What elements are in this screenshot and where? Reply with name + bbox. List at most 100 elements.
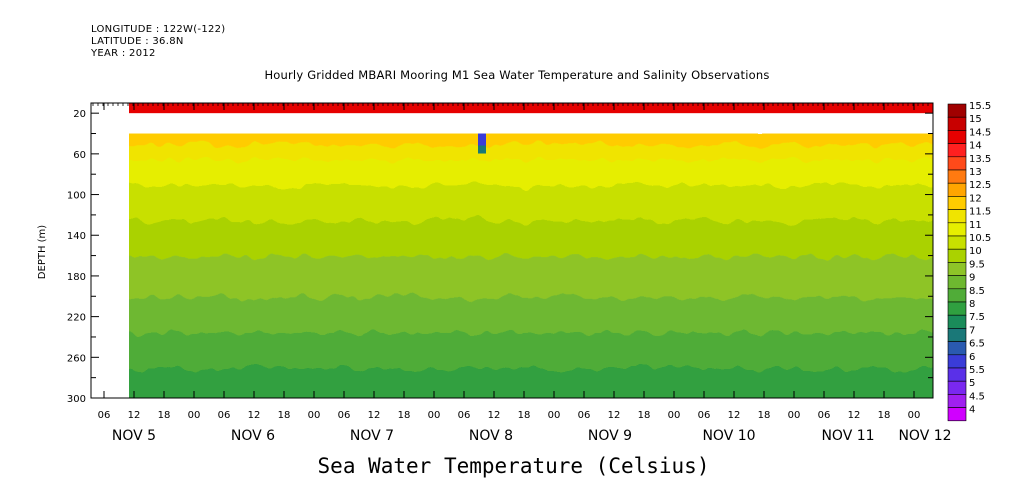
hour-tick-label: 06 bbox=[338, 410, 351, 421]
colorbar-swatch bbox=[947, 407, 967, 422]
hour-tick-label: 06 bbox=[98, 410, 111, 421]
day-label: NOV 7 bbox=[350, 428, 394, 444]
longitude-label: LONGITUDE : 122W(-122) bbox=[91, 24, 226, 35]
chart-title: Hourly Gridded MBARI Mooring M1 Sea Wate… bbox=[264, 68, 770, 82]
depth-tick-label: 180 bbox=[67, 272, 86, 283]
colorbar-swatch bbox=[947, 301, 967, 316]
depth-tick-label: 300 bbox=[67, 394, 86, 405]
colorbar-level-label: 11 bbox=[969, 220, 982, 231]
hour-tick-label: 18 bbox=[158, 410, 171, 421]
temperature-band bbox=[119, 256, 933, 306]
depth-tick-label: 220 bbox=[67, 313, 86, 324]
no-data-region bbox=[91, 103, 129, 398]
hour-tick-label: 00 bbox=[908, 410, 921, 421]
hour-tick-label: 06 bbox=[698, 410, 711, 421]
hour-tick-label: 18 bbox=[758, 410, 771, 421]
colorbar-swatch bbox=[947, 130, 967, 144]
hour-tick-label: 00 bbox=[188, 410, 201, 421]
hour-tick-label: 00 bbox=[668, 410, 681, 421]
hour-tick-label: 06 bbox=[818, 410, 831, 421]
day-label: NOV 8 bbox=[469, 428, 513, 444]
day-label: NOV 12 bbox=[898, 428, 951, 444]
day-label: NOV 9 bbox=[588, 428, 632, 444]
hour-tick-label: 12 bbox=[608, 410, 621, 421]
colorbar-swatch bbox=[947, 341, 967, 356]
colorbar-swatch bbox=[947, 380, 967, 395]
hour-tick-label: 00 bbox=[308, 410, 321, 421]
temperature-band bbox=[119, 368, 933, 398]
plot-frame bbox=[90, 102, 934, 399]
depth-tick-label: 260 bbox=[67, 353, 86, 364]
colorbar-caption: Sea Water Temperature (Celsius) bbox=[317, 454, 710, 478]
day-label: NOV 6 bbox=[231, 428, 275, 444]
colorbar-swatch bbox=[947, 394, 967, 408]
hour-tick-label: 18 bbox=[278, 410, 291, 421]
colorbar-level-label: 10.5 bbox=[969, 233, 991, 244]
colorbar-level-label: 7.5 bbox=[969, 312, 985, 323]
colorbar-level-label: 4.5 bbox=[969, 391, 985, 402]
colorbar-swatch bbox=[947, 248, 967, 263]
hour-tick-label: 12 bbox=[488, 410, 501, 421]
colorbar-swatch bbox=[947, 328, 967, 342]
hour-tick-label: 12 bbox=[368, 410, 381, 421]
depth-axis: 20 60 100 140 180 220 260 300 bbox=[67, 109, 933, 405]
cold-anomaly bbox=[478, 133, 486, 152]
hour-tick-label: 18 bbox=[398, 410, 411, 421]
colorbar-swatch bbox=[947, 262, 967, 276]
cold-anomaly-edge bbox=[478, 145, 486, 154]
depth-tick-label: 100 bbox=[67, 191, 86, 202]
colorbar-level-label: 9 bbox=[969, 273, 975, 284]
colorbar-level-label: 12.5 bbox=[969, 180, 991, 191]
colorbar-swatch bbox=[947, 169, 967, 184]
colorbar-level-label: 14 bbox=[969, 141, 982, 152]
colorbar-level-label: 4 bbox=[969, 405, 975, 416]
colorbar-swatch bbox=[947, 103, 967, 118]
latitude-label: LATITUDE : 36.8N bbox=[91, 36, 184, 47]
hour-tick-label: 18 bbox=[638, 410, 651, 421]
colorbar-level-label: 5 bbox=[969, 378, 975, 389]
colorbar-swatch bbox=[947, 222, 967, 237]
colorbar-swatch bbox=[947, 367, 967, 382]
colorbar-level-label: 15 bbox=[969, 114, 982, 125]
colorbar-swatch bbox=[947, 354, 967, 369]
hour-tick-label: 18 bbox=[518, 410, 531, 421]
colorbar-level-label: 13 bbox=[969, 167, 982, 178]
depth-tick-label: 140 bbox=[67, 231, 86, 242]
temperature-field bbox=[91, 103, 933, 398]
day-label: NOV 11 bbox=[821, 428, 874, 444]
colorbar-level-label: 10 bbox=[969, 246, 982, 257]
day-label: NOV 5 bbox=[112, 428, 156, 444]
hour-tick-label: 06 bbox=[458, 410, 471, 421]
hour-tick-label: 06 bbox=[218, 410, 231, 421]
colorbar-level-label: 15.5 bbox=[969, 101, 991, 112]
colorbar-level-label: 9.5 bbox=[969, 259, 985, 270]
depth-tick-label: 60 bbox=[73, 150, 86, 161]
day-label: NOV 10 bbox=[702, 428, 755, 444]
colorbar-swatch bbox=[947, 116, 967, 131]
time-axis: 06 12 18 00 06 12 18 00 06 12 18 00 06 12 18 00 06 12 18 00… bbox=[92, 103, 952, 444]
colorbar-level-label: 7 bbox=[969, 325, 975, 336]
hour-tick-label: 18 bbox=[878, 410, 891, 421]
colorbar-swatch bbox=[947, 196, 967, 210]
colorbar: 15.5 15 14.5 14 13.5 13 12.5 12 11.5 11 10.5 10 9.5 9… bbox=[947, 101, 991, 422]
hour-tick-label: 00 bbox=[788, 410, 801, 421]
colorbar-swatch bbox=[947, 275, 967, 290]
colorbar-level-label: 8.5 bbox=[969, 286, 985, 297]
depth-axis-label: DEPTH (m) bbox=[37, 225, 48, 279]
hour-tick-label: 12 bbox=[848, 410, 861, 421]
colorbar-level-label: 5.5 bbox=[969, 365, 985, 376]
colorbar-level-label: 14.5 bbox=[969, 127, 991, 138]
colorbar-level-label: 6.5 bbox=[969, 339, 985, 350]
colorbar-swatch bbox=[947, 182, 967, 197]
depth-tick-label: 20 bbox=[73, 109, 86, 120]
colorbar-level-label: 11.5 bbox=[969, 207, 991, 218]
colorbar-swatch bbox=[947, 143, 967, 158]
hour-tick-label: 06 bbox=[578, 410, 591, 421]
hour-tick-label: 12 bbox=[728, 410, 741, 421]
colorbar-level-label: 6 bbox=[969, 352, 975, 363]
hour-tick-label: 00 bbox=[548, 410, 561, 421]
colorbar-level-label: 8 bbox=[969, 299, 975, 310]
colorbar-level-label: 13.5 bbox=[969, 154, 991, 165]
colorbar-level-label: 12 bbox=[969, 193, 982, 204]
